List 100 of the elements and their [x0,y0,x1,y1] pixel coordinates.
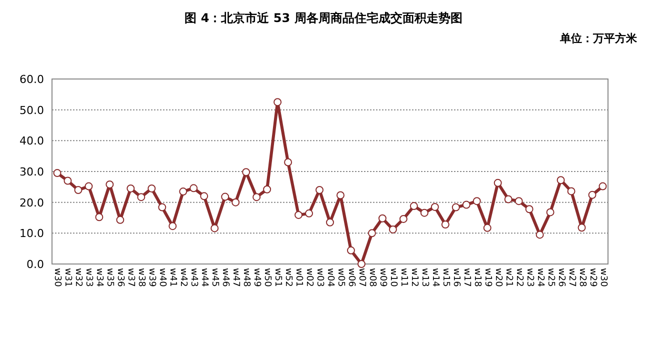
point [598,182,607,190]
x-tick-label: w09 [377,268,388,288]
y-tick-label: 20.0 [20,196,44,210]
point [316,186,324,194]
point [399,214,408,223]
point [357,260,366,268]
point [148,184,156,192]
point [567,187,576,196]
x-tick-label: w22 [514,268,524,287]
x-tick-label: w30 [52,268,62,288]
point [126,184,135,192]
point [556,176,565,184]
x-tick-label: w37 [126,268,136,287]
point [232,198,240,206]
point [74,186,82,194]
x-tick-label: w48 [241,268,252,288]
point [158,203,166,212]
y-tick-label: 50.0 [20,104,44,117]
x-tick-label: w50 [262,268,272,288]
point [346,246,355,254]
x-tick-label: w05 [335,268,346,287]
point [326,218,334,226]
point [137,193,146,202]
x-tick-label: w14 [430,268,440,288]
point [95,213,104,222]
point [368,229,376,238]
chart-title: 图 4：北京市近 53 周各周商品住宅成交面积走势图 [184,11,462,25]
x-tick-label: w42 [178,268,188,287]
x-tick-label: w01 [294,268,304,287]
point [168,222,177,230]
x-tick-label: w12 [408,268,419,287]
x-tick-label: w36 [115,268,126,288]
x-tick-label: w32 [73,268,84,287]
point [452,203,460,212]
point [336,191,344,200]
point [430,202,439,211]
x-tick-label: w24 [534,268,545,288]
x-tick-label: w29 [587,268,598,288]
point [514,197,523,206]
x-tick-label: w43 [188,268,199,287]
x-tick-label: w07 [356,268,366,287]
point [284,158,292,166]
x-tick-label: w27 [566,268,576,287]
x-tick-label: w38 [136,268,146,288]
x-tick-label: w34 [94,268,104,288]
point [420,208,428,217]
point [410,202,418,210]
x-tick-label: w06 [346,268,356,288]
x-tick-label: w25 [545,268,556,287]
point [263,185,272,194]
point [462,200,470,209]
x-tick-label: w49 [252,268,262,288]
point [536,230,544,239]
x-tick-label: w13 [419,268,430,287]
point [200,192,208,200]
x-tick-label: w30 [598,268,608,288]
point [116,216,124,224]
point [578,224,586,232]
x-tick-label: w04 [325,268,335,288]
point [294,210,303,219]
x-tick-label: w17 [461,268,472,287]
x-tick-label: w16 [450,268,461,288]
x-tick-label: w20 [492,268,503,288]
point [179,188,188,196]
point [242,168,250,176]
y-tick-label: 0.0 [26,258,44,271]
y-tick-label: 30.0 [20,166,44,178]
point [252,193,261,202]
point [546,208,554,216]
point [221,192,230,201]
x-tick-label: w02 [304,268,314,287]
y-tick-label: 40.0 [20,134,44,148]
x-tick-label: w10 [388,268,398,288]
x-tick-label: w44 [199,268,210,288]
x-tick-label: w23 [524,268,534,287]
point [210,224,219,232]
x-tick-label: w45 [210,268,220,287]
point [53,169,62,178]
x-tick-label: w41 [168,268,178,287]
point [274,98,282,106]
x-tick-label: w11 [398,268,408,287]
point [483,224,492,232]
text: 单位：万平方米 [559,32,638,45]
point [441,220,450,229]
point [525,205,534,214]
x-tick-label: w15 [440,268,450,287]
x-tick-label: w35 [104,268,115,287]
point [64,176,72,185]
point [472,197,481,206]
y-tick-label: 10.0 [20,227,44,240]
x-tick-label: w51 [272,268,283,287]
x-tick-label: w18 [472,268,482,288]
point [190,184,198,192]
x-tick-label: w03 [314,268,325,287]
x-tick-label: w52 [283,268,294,287]
x-tick-label: w46 [220,268,230,288]
x-tick-label: w08 [366,268,377,288]
point [106,180,114,188]
x-tick-label: w19 [482,268,492,288]
x-tick-label: w39 [146,268,157,288]
